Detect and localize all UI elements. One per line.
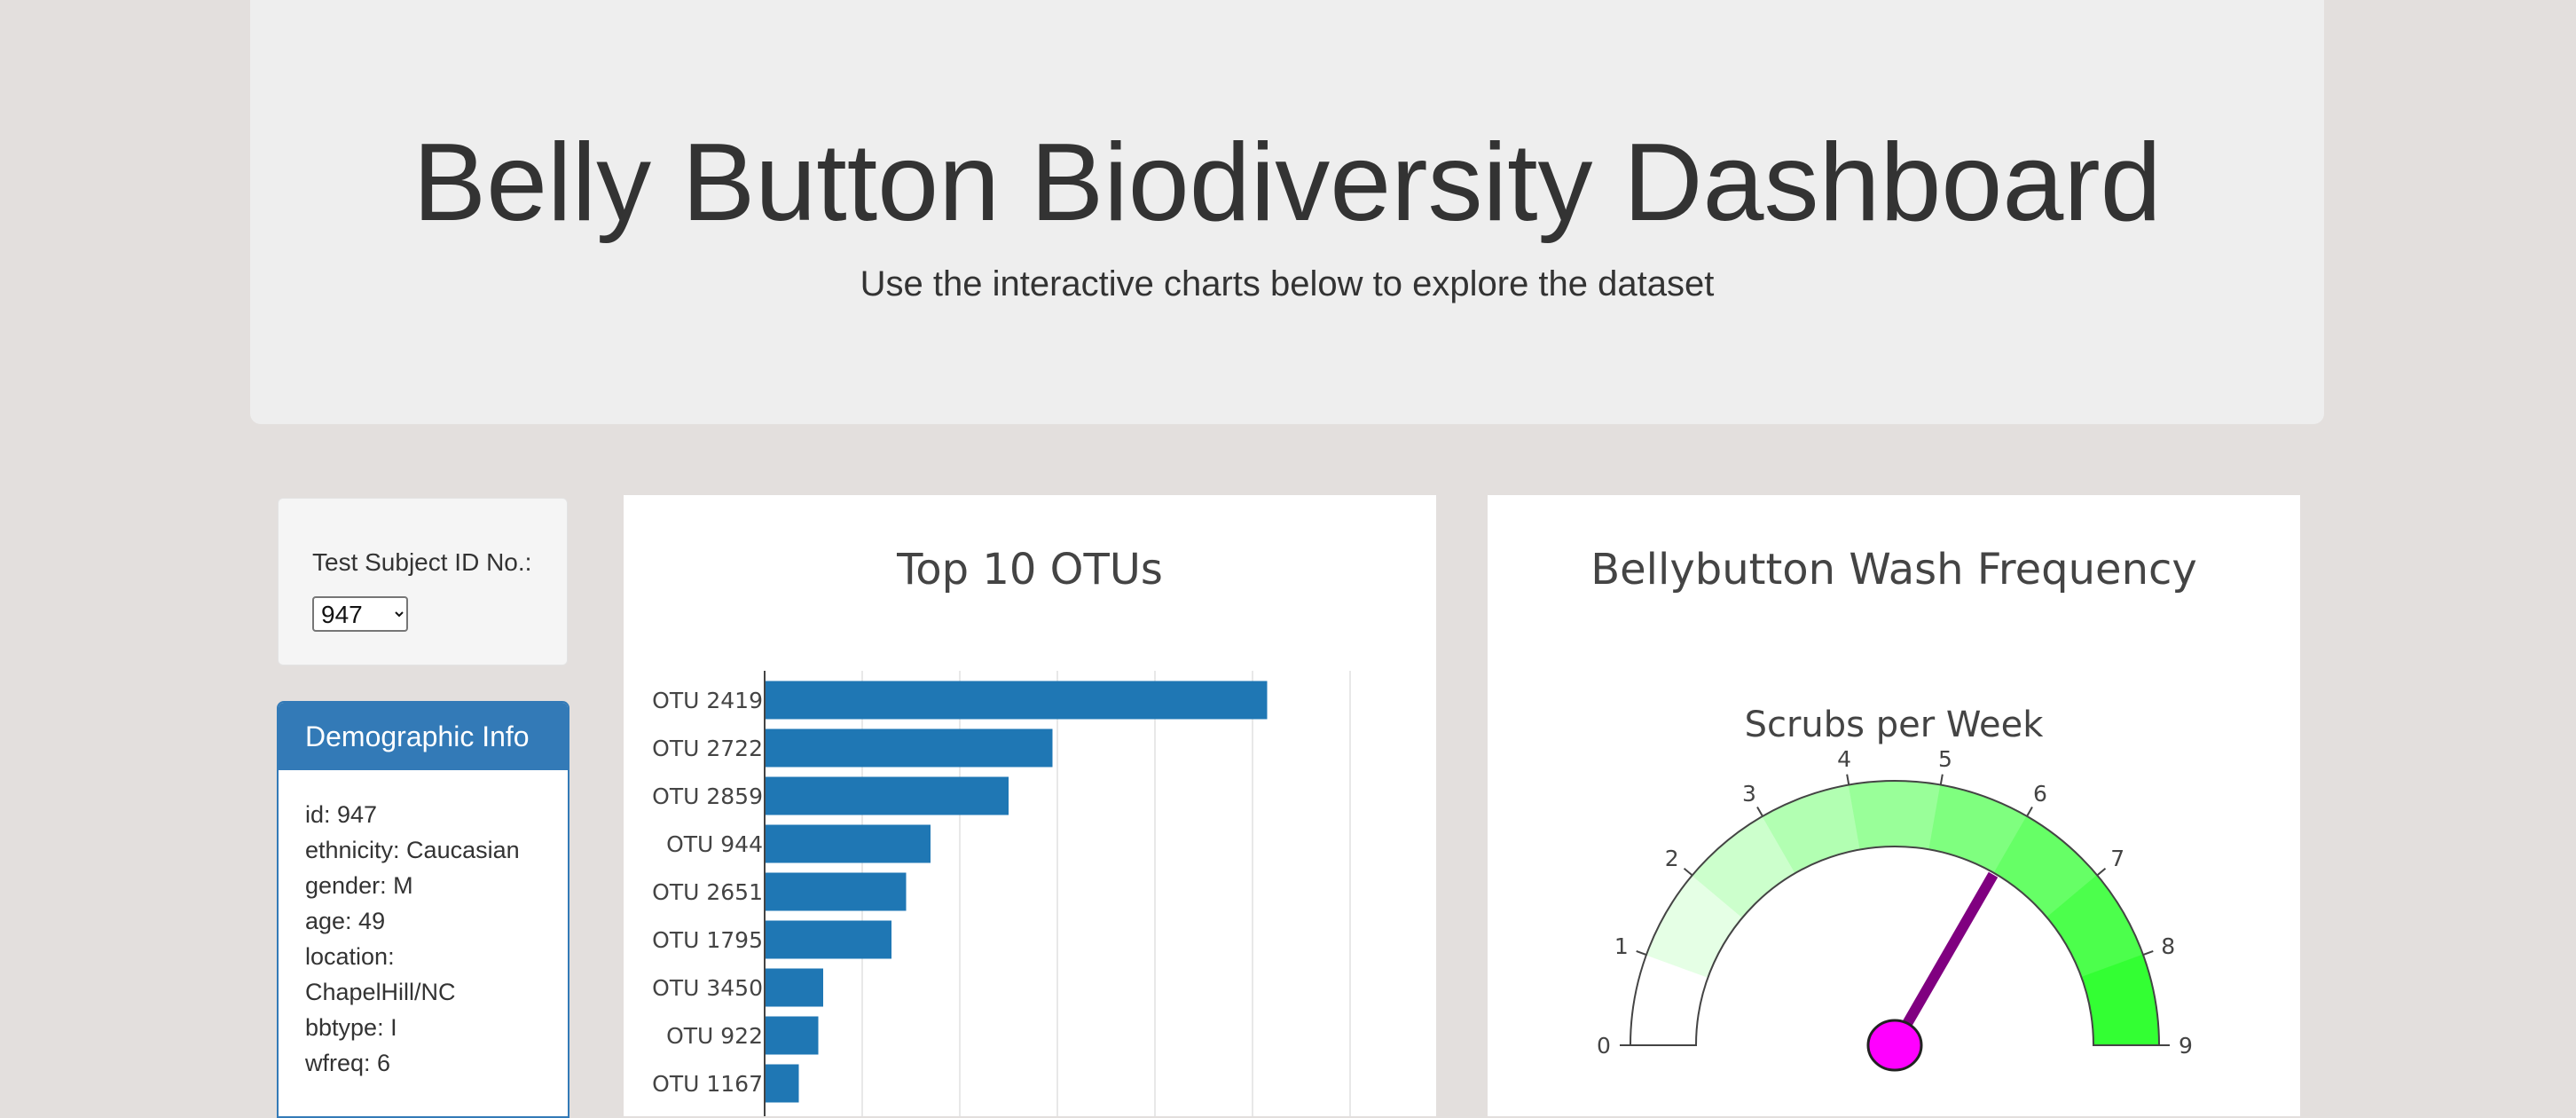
gauge-subtitle: Scrubs per Week xyxy=(1745,705,2045,745)
gauge-hub xyxy=(1866,1019,1923,1072)
demo-line: bbtype: I xyxy=(305,1014,397,1041)
y-tick-label: OTU 2419 xyxy=(652,688,763,713)
gauge-tick xyxy=(1636,950,1647,957)
gauge-tick-label: 3 xyxy=(1742,781,1756,807)
bar xyxy=(765,681,1268,720)
gauge-tick xyxy=(1683,867,1693,877)
gauge-tick-label: 8 xyxy=(2161,933,2175,959)
header-banner: Belly Button Biodiversity Dashboard Use … xyxy=(250,0,2324,424)
gauge-tick xyxy=(2142,950,2154,957)
demo-line: location: xyxy=(305,943,395,970)
gauge-tick-label: 5 xyxy=(1938,746,1952,772)
gauge-step xyxy=(1848,780,1942,850)
gauge-tick xyxy=(1939,774,1944,785)
y-tick-label: OTU 944 xyxy=(666,831,763,857)
bar-chart[interactable]: Top 10 OTUs OTU 2419 OTU 2722 OTU 2859 OTU 9… xyxy=(624,495,1436,1116)
y-tick-label: OTU 2859 xyxy=(652,783,763,809)
page-title: Belly Button Biodiversity Dashboard xyxy=(412,122,2162,244)
bar-chart-title: Top 10 OTUs xyxy=(896,545,1163,594)
subject-id-select[interactable]: 947 xyxy=(312,596,408,632)
y-tick-label: OTU 1795 xyxy=(652,927,763,953)
subject-selector-well: Test Subject ID No.: 947 xyxy=(278,498,568,665)
gauge-tick-label: 6 xyxy=(2033,781,2047,807)
y-tick-label: OTU 2651 xyxy=(652,879,763,905)
demographic-body: id: 947 ethnicity: Caucasian gender: M a… xyxy=(279,770,568,1081)
y-tick-label: OTU 2722 xyxy=(652,736,763,761)
bar xyxy=(765,824,931,863)
gauge-tick-label: 4 xyxy=(1837,746,1851,772)
gauge-tick-label: 7 xyxy=(2110,846,2124,871)
bar xyxy=(765,968,823,1007)
bar xyxy=(765,920,891,959)
bar-chart-card: Top 10 OTUs OTU 2419 OTU 2722 OTU 2859 OTU 9… xyxy=(624,495,1436,1116)
gauge-chart-card: Bellybutton Wash Frequency Scrubs per Wee… xyxy=(1488,495,2300,1116)
gauge-tick xyxy=(1756,807,1763,817)
gauge-tick xyxy=(1846,774,1850,785)
y-tick-label: OTU 922 xyxy=(666,1023,763,1049)
demo-line: ethnicity: Caucasian xyxy=(305,837,520,863)
gauge-outline xyxy=(1629,780,2161,1046)
demo-line: id: 947 xyxy=(305,801,378,828)
gauge-tick-label: 9 xyxy=(2179,1033,2193,1059)
demo-line: age: 49 xyxy=(305,908,386,934)
subject-id-label: Test Subject ID No.: xyxy=(312,548,532,576)
gauge-tick-label: 1 xyxy=(1614,933,1629,959)
gauge-tick-label: 0 xyxy=(1597,1033,1611,1059)
gauge-tick xyxy=(2096,867,2107,877)
demo-line: gender: M xyxy=(305,872,413,899)
bar xyxy=(765,1064,799,1103)
gauge-chart[interactable]: Bellybutton Wash Frequency Scrubs per Wee… xyxy=(1488,495,2300,1116)
page-subtitle: Use the interactive charts below to expl… xyxy=(860,264,1715,303)
y-tick-label: OTU 3450 xyxy=(652,975,763,1001)
bar xyxy=(765,872,907,911)
demo-line: ChapelHill/NC xyxy=(305,979,456,1005)
bar xyxy=(765,776,1009,815)
demo-line: wfreq: 6 xyxy=(305,1050,391,1076)
gauge-chart-title: Bellybutton Wash Frequency xyxy=(1590,545,2197,594)
demographic-panel: Demographic Info id: 947 ethnicity: Cauc… xyxy=(277,701,569,1118)
y-tick-label: OTU 1167 xyxy=(652,1071,763,1097)
demographic-heading: Demographic Info xyxy=(279,703,568,770)
bar xyxy=(765,728,1053,768)
bar xyxy=(765,1016,819,1055)
gauge-tick-label: 2 xyxy=(1665,846,1679,871)
gauge-tick xyxy=(2026,807,2033,817)
gauge-needle xyxy=(1889,871,1999,1049)
